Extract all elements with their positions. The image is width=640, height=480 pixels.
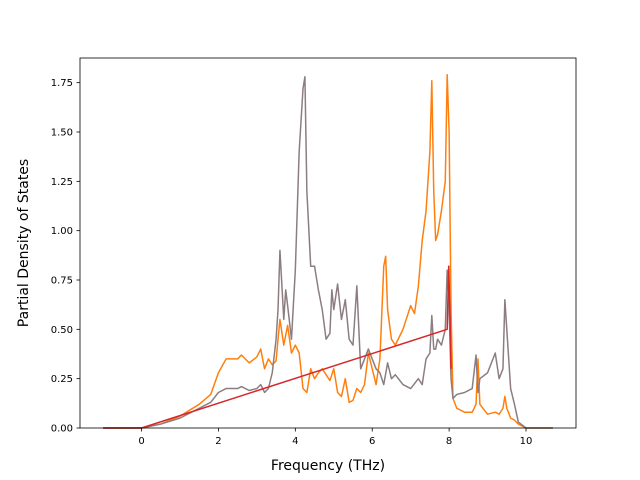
- axes-frame: [79, 57, 577, 429]
- x-tick-label: 10: [520, 436, 533, 447]
- y-tick-label: 1.25: [51, 177, 73, 188]
- y-tick-label: 0.50: [51, 325, 73, 336]
- x-tick-label: 2: [215, 436, 221, 447]
- y-axis-ticks: 0.00 0.25 0.50 0.75 1.00 1.25 1.50 1.75: [51, 78, 80, 435]
- x-axis-title: Frequency (THz): [271, 458, 385, 474]
- x-tick-label: 6: [369, 436, 375, 447]
- y-axis-title: Partial Density of States: [16, 159, 32, 327]
- series-line-2: [103, 74, 553, 429]
- y-tick-label: 0.25: [51, 374, 73, 385]
- y-tick-label: 0.75: [51, 276, 73, 287]
- y-tick-label: 1.50: [51, 128, 73, 139]
- y-tick-label: 1.00: [51, 226, 73, 237]
- y-tick-label: 1.75: [51, 78, 73, 89]
- plot-lines: [103, 74, 553, 429]
- x-tick-label: 8: [446, 436, 452, 447]
- x-tick-label: 4: [292, 436, 298, 447]
- y-tick-label: 0.00: [51, 424, 73, 435]
- x-axis-ticks: 0 2 4 6 8 10: [138, 428, 532, 447]
- series-line-3: [103, 76, 553, 429]
- x-tick-label: 0: [138, 436, 144, 447]
